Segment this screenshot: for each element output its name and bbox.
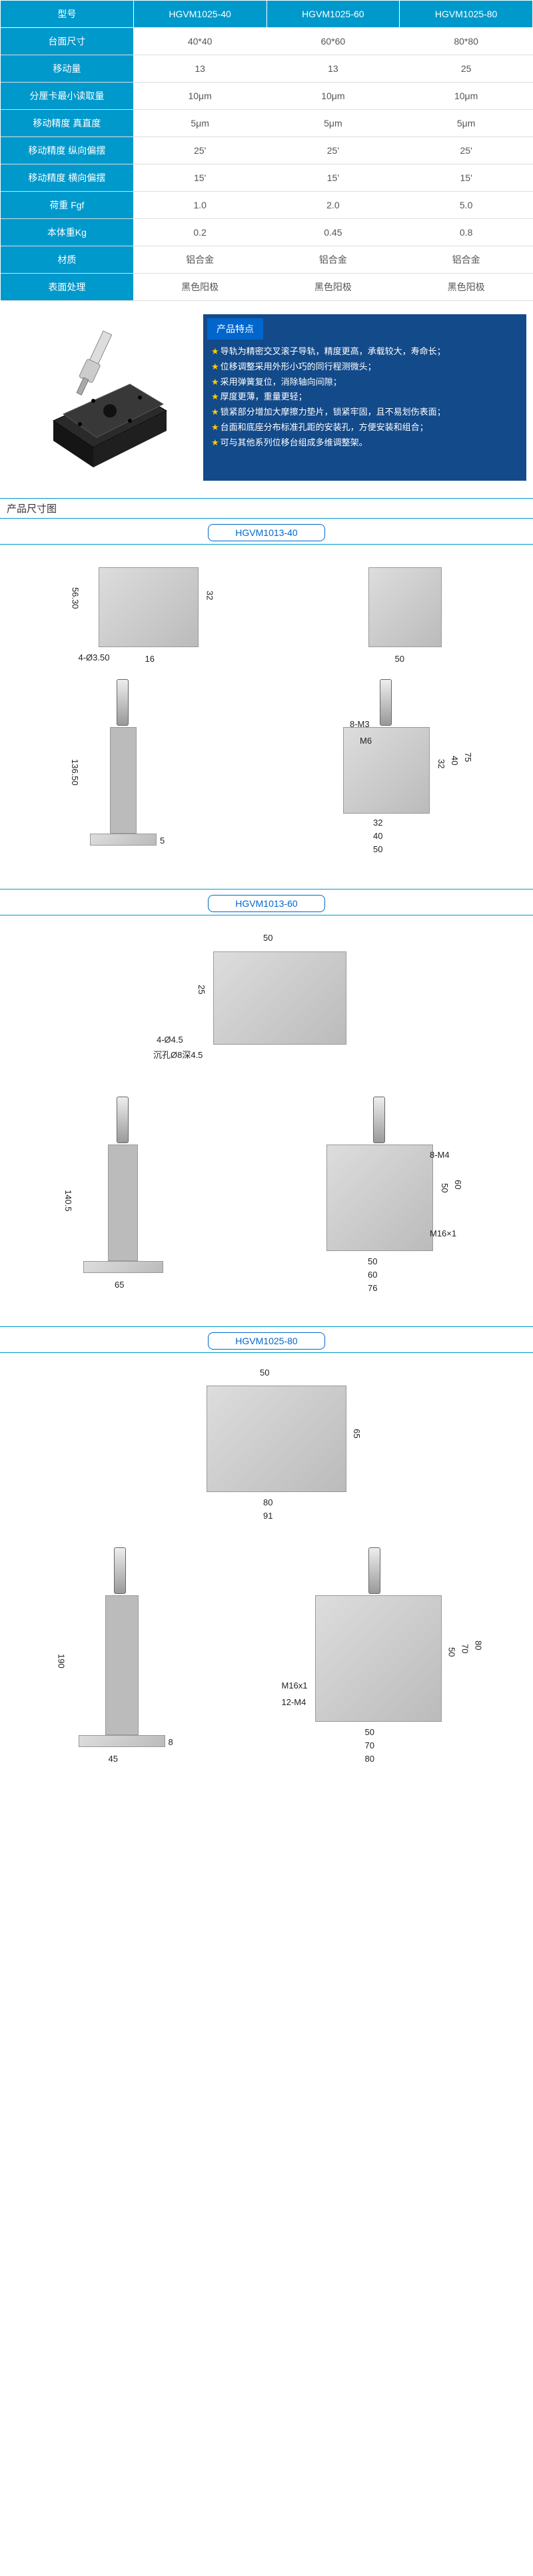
cell: 10μm [400, 83, 533, 110]
drawing-1: 56.30 32 4-Ø3.50 16 50 136.50 5 8-M3 M6 … [0, 549, 533, 888]
feature-item: ★台面和底座分布标准孔距的安装孔，方便安装和组合； [211, 421, 518, 435]
star-icon: ★ [211, 407, 219, 417]
cell: 25' [266, 137, 400, 164]
row-label: 移动精度 横向偏摆 [1, 164, 134, 192]
row-label: 台面尺寸 [1, 28, 134, 55]
feature-item: ★锁紧部分增加大摩擦力垫片，锁紧牢固，且不易划伤表面； [211, 405, 518, 419]
row-label: 材质 [1, 246, 134, 274]
cell: 0.8 [400, 219, 533, 246]
col-model: HGVM1025-60 [266, 1, 400, 28]
cell: 2.0 [266, 192, 400, 219]
cell: 15' [133, 164, 266, 192]
cell: 25 [400, 55, 533, 83]
cell: 黑色阳极 [400, 274, 533, 301]
cell: 黑色阳极 [133, 274, 266, 301]
cell: 25' [400, 137, 533, 164]
row-label: 表面处理 [1, 274, 134, 301]
feature-item: ★采用弹簧复位，消除轴向间隙； [211, 376, 518, 389]
cell: 60*60 [266, 28, 400, 55]
drawing-title: HGVM1025-80 [0, 1332, 533, 1350]
star-icon: ★ [211, 346, 219, 356]
feature-item: ★位移调整采用外形小巧的同行程测微头； [211, 360, 518, 374]
cell: 13 [266, 55, 400, 83]
col-model: HGVM1025-40 [133, 1, 266, 28]
star-icon: ★ [211, 362, 219, 372]
cell: 0.2 [133, 219, 266, 246]
drawing-title: HGVM1013-60 [0, 895, 533, 912]
cell: 5μm [266, 110, 400, 137]
drawing-2: 50 25 4-Ø4.5 沉孔Ø8深4.5 140.5 65 8-M4 50 6… [0, 919, 533, 1325]
cell: 1.0 [133, 192, 266, 219]
cell: 0.45 [266, 219, 400, 246]
row-label: 本体重Kg [1, 219, 134, 246]
cell: 80*80 [400, 28, 533, 55]
row-label: 移动量 [1, 55, 134, 83]
cell: 5.0 [400, 192, 533, 219]
dimensions-header: 产品尺寸图 [0, 498, 533, 519]
col-model: HGVM1025-80 [400, 1, 533, 28]
star-icon: ★ [211, 422, 219, 432]
cell: 5μm [400, 110, 533, 137]
cell: 黑色阳极 [266, 274, 400, 301]
row-label: 移动精度 纵向偏摆 [1, 137, 134, 164]
star-icon: ★ [211, 437, 219, 447]
cell: 铝合金 [400, 246, 533, 274]
features-list: ★导轨为精密交叉滚子导轨，精度更高，承载较大，寿命长；★位移调整采用外形小巧的同… [203, 345, 526, 450]
feature-item: ★厚度更薄，重量更轻； [211, 390, 518, 404]
cell: 15' [400, 164, 533, 192]
cell: 10μm [133, 83, 266, 110]
star-icon: ★ [211, 377, 219, 387]
cell: 13 [133, 55, 266, 83]
row-label: 移动精度 真直度 [1, 110, 134, 137]
cell: 10μm [266, 83, 400, 110]
drawing-3: 50 65 80 91 190 45 8 M16x1 12-M4 50 70 8… [0, 1357, 533, 1802]
cell: 5μm [133, 110, 266, 137]
cell: 15' [266, 164, 400, 192]
col-label: 型号 [1, 1, 134, 28]
row-label: 荷重 Fgf [1, 192, 134, 219]
cell: 铝合金 [266, 246, 400, 274]
cell: 铝合金 [133, 246, 266, 274]
spec-table: 型号HGVM1025-40HGVM1025-60HGVM1025-80 台面尺寸… [0, 0, 533, 301]
feature-item: ★可与其他系列位移台组成多维调整架。 [211, 436, 518, 450]
star-icon: ★ [211, 391, 219, 401]
product-section: 产品特点 ★导轨为精密交叉滚子导轨，精度更高，承载较大，寿命长；★位移调整采用外… [0, 301, 533, 494]
cell: 25' [133, 137, 266, 164]
product-image [7, 314, 193, 481]
feature-item: ★导轨为精密交叉滚子导轨，精度更高，承载较大，寿命长； [211, 345, 518, 359]
cell: 40*40 [133, 28, 266, 55]
drawing-title: HGVM1013-40 [0, 524, 533, 541]
features-box: 产品特点 ★导轨为精密交叉滚子导轨，精度更高，承载较大，寿命长；★位移调整采用外… [203, 314, 526, 481]
features-title: 产品特点 [207, 318, 263, 340]
row-label: 分厘卡最小读取量 [1, 83, 134, 110]
